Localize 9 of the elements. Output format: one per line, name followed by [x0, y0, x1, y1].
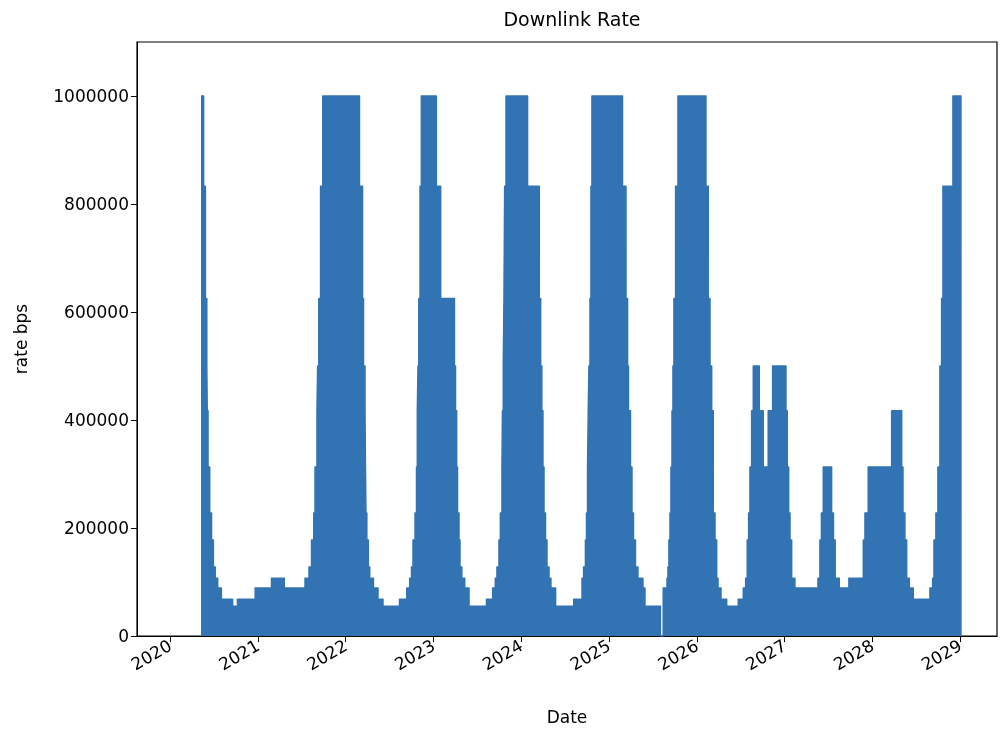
y-tick-label: 400000 [64, 410, 129, 430]
y-tick-label: 1000000 [53, 86, 129, 106]
chart-title: Downlink Rate [503, 7, 641, 30]
x-axis-title: Date [546, 706, 588, 727]
y-tick-label: 600000 [64, 302, 129, 322]
y-tick-label: 200000 [64, 518, 129, 538]
y-axis-title: rate bps [10, 303, 31, 375]
y-tick-label: 0 [118, 626, 129, 646]
y-tick-label: 800000 [64, 194, 129, 214]
